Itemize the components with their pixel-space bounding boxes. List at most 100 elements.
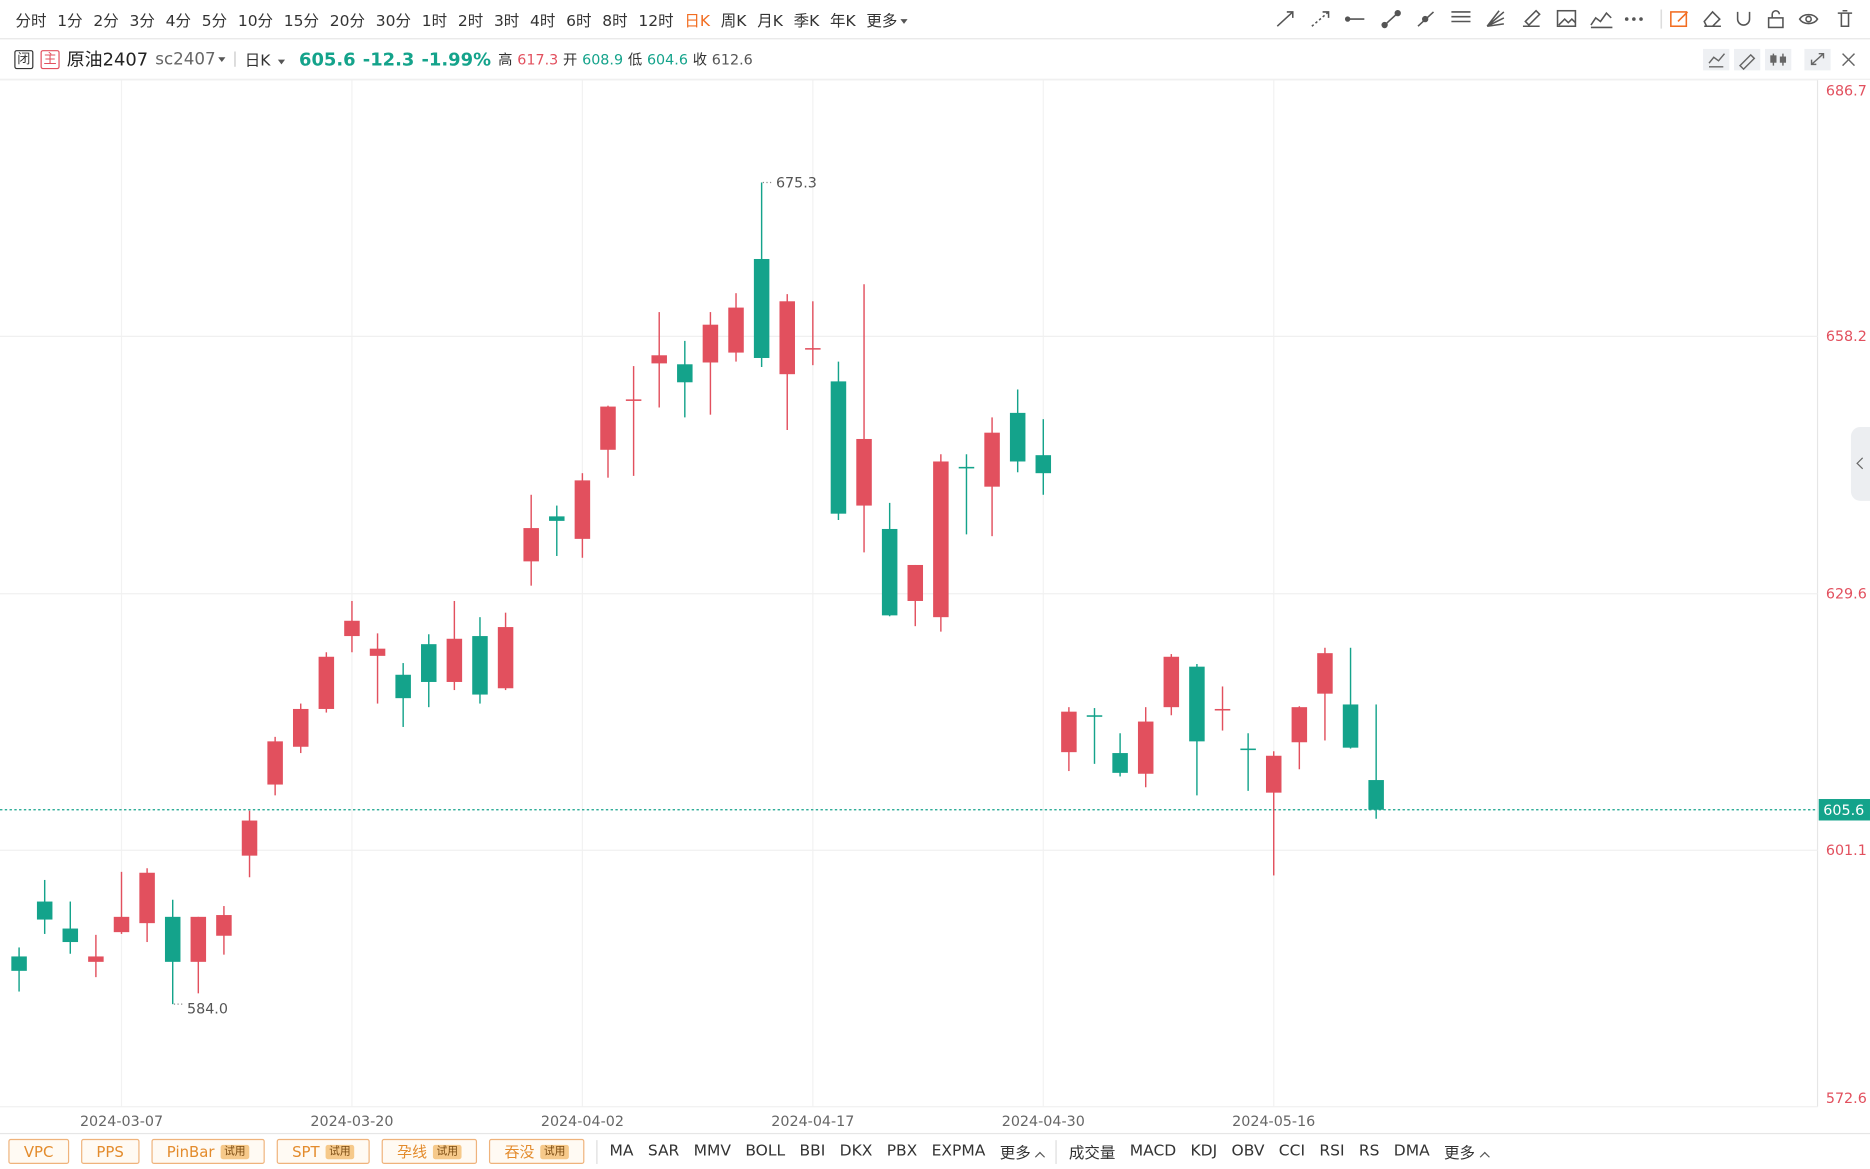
indicator[interactable]: SAR [647, 1142, 680, 1161]
stat-value: 612.6 [711, 50, 753, 68]
badge[interactable]: 闭 [14, 49, 34, 69]
more-label: 更多 [866, 12, 898, 31]
tool-icon[interactable] [1624, 17, 1643, 21]
trial-tag: 试用 [220, 1144, 250, 1159]
period-tab[interactable]: 周K [720, 12, 747, 31]
more-indicators[interactable]: 更多 [999, 1140, 1046, 1163]
period-tab[interactable]: 8时 [602, 12, 628, 31]
pattern-button[interactable]: VPC [8, 1138, 69, 1164]
tool-icon[interactable] [1736, 11, 1751, 26]
candle-body [446, 638, 463, 682]
period-tab[interactable]: 5分 [201, 12, 228, 31]
period-tab[interactable]: 3时 [493, 12, 520, 31]
y-tick-label: 572.6 [1826, 1091, 1867, 1107]
stat-value: 604.6 [646, 50, 688, 68]
control-button[interactable] [1734, 48, 1761, 71]
indicator[interactable]: EXPMA [931, 1142, 986, 1161]
pattern-name: 孕线 [397, 1142, 428, 1161]
period-tab[interactable]: 15分 [283, 12, 320, 31]
indicator[interactable]: DKX [839, 1142, 873, 1161]
candle-body [267, 741, 283, 785]
indicator[interactable]: OBV [1231, 1142, 1265, 1161]
candle-body [1189, 666, 1205, 742]
stat-label: 低 [627, 51, 643, 68]
pattern-button[interactable]: 孕线 试用 [381, 1138, 478, 1164]
candle-body [933, 461, 949, 618]
indicator[interactable]: BOLL [745, 1142, 786, 1161]
period-tab[interactable]: 12时 [638, 12, 674, 31]
pattern-button[interactable]: SPT 试用 [276, 1138, 370, 1164]
period-tab[interactable]: 2时 [457, 12, 484, 31]
period-tab[interactable]: 季K [793, 12, 820, 31]
more-label: 更多 [999, 1144, 1031, 1163]
indicator[interactable]: RS [1358, 1142, 1380, 1161]
tool-icon[interactable] [1344, 16, 1365, 22]
candle-body [984, 432, 1000, 487]
tool-icon[interactable] [1670, 11, 1689, 28]
candle-body [318, 656, 335, 709]
tool-icon[interactable] [1767, 9, 1784, 29]
pattern-button[interactable]: 吞没 试用 [489, 1138, 585, 1164]
period-tab[interactable]: 3分 [129, 12, 155, 31]
period: 日K [244, 52, 271, 71]
candle-body [139, 872, 155, 924]
tool-icon[interactable] [1837, 9, 1853, 28]
period-tab[interactable]: 2分 [93, 12, 119, 31]
candle-body [1163, 656, 1180, 708]
control-button[interactable] [1842, 53, 1855, 67]
pattern-button[interactable]: PinBar 试用 [151, 1138, 265, 1164]
pattern-button[interactable]: PPS [80, 1138, 140, 1164]
y-tick-label: 601.1 [1826, 843, 1867, 859]
period-tab[interactable]: 4时 [530, 12, 556, 31]
tool-icon[interactable] [1276, 11, 1294, 27]
pattern-buttons: VPC PPS PinBar 试用 SPT 试用 孕线 试用 吞没 试用 [8, 1138, 585, 1164]
period-tab[interactable]: 1分 [57, 12, 83, 31]
more-periods[interactable]: 更多 [866, 8, 907, 31]
period-tab[interactable]: 年K [830, 12, 856, 31]
code-select[interactable]: sc2407 [155, 49, 226, 69]
stats: 高 617.3 开 608.9 低 604.6 收 612.6 [498, 49, 753, 69]
side-panel-toggle[interactable] [1850, 426, 1870, 501]
period-tab[interactable]: 10分 [237, 12, 274, 31]
period-tab[interactable]: 1时 [421, 12, 448, 31]
control-button[interactable] [1703, 48, 1730, 71]
tool-icon[interactable] [1703, 10, 1721, 28]
period-tab[interactable]: 月K [757, 12, 783, 31]
candle-body [1086, 715, 1103, 717]
candle-body [958, 466, 975, 469]
control-button[interactable] [1804, 48, 1831, 71]
period-tab[interactable]: 20分 [329, 12, 366, 31]
indicator[interactable]: PBX [886, 1142, 918, 1161]
stat-value: 608.9 [582, 50, 624, 68]
period-tab[interactable]: 分时 [15, 12, 47, 31]
period-select[interactable]: 日K [244, 48, 285, 71]
badge[interactable]: 主 [40, 49, 60, 69]
indicator[interactable]: RSI [1319, 1142, 1345, 1161]
period-tab[interactable]: 4分 [165, 12, 191, 31]
period-tab[interactable]: 30分 [375, 12, 411, 31]
tool-icon[interactable] [1556, 9, 1577, 28]
tool-icon[interactable] [1417, 11, 1435, 27]
tool-icon[interactable] [1590, 11, 1613, 29]
indicator[interactable]: MMV [693, 1142, 732, 1161]
tool-icon[interactable] [1798, 13, 1819, 25]
indicator[interactable]: BBI [799, 1142, 826, 1161]
period-tab[interactable]: 日K [684, 12, 711, 31]
indicator[interactable]: DMA [1393, 1142, 1430, 1161]
period-tab[interactable]: 6时 [566, 12, 592, 31]
indicator[interactable]: 成交量 [1068, 1144, 1116, 1163]
tool-icon[interactable] [1451, 11, 1471, 23]
tool-icon[interactable] [1522, 9, 1541, 28]
candle-body [1061, 711, 1077, 753]
tool-icon[interactable] [1486, 10, 1505, 28]
indicator[interactable]: MA [609, 1142, 634, 1161]
candle-body [805, 348, 821, 350]
control-button[interactable] [1765, 48, 1792, 71]
tool-icon[interactable] [1381, 9, 1401, 29]
candle-body [779, 301, 795, 375]
tool-icon[interactable] [1311, 11, 1330, 27]
indicator[interactable]: KDJ [1190, 1142, 1218, 1161]
more-indicators[interactable]: 更多 [1444, 1140, 1490, 1163]
indicator[interactable]: MACD [1129, 1142, 1177, 1161]
indicator[interactable]: CCI [1278, 1142, 1306, 1161]
